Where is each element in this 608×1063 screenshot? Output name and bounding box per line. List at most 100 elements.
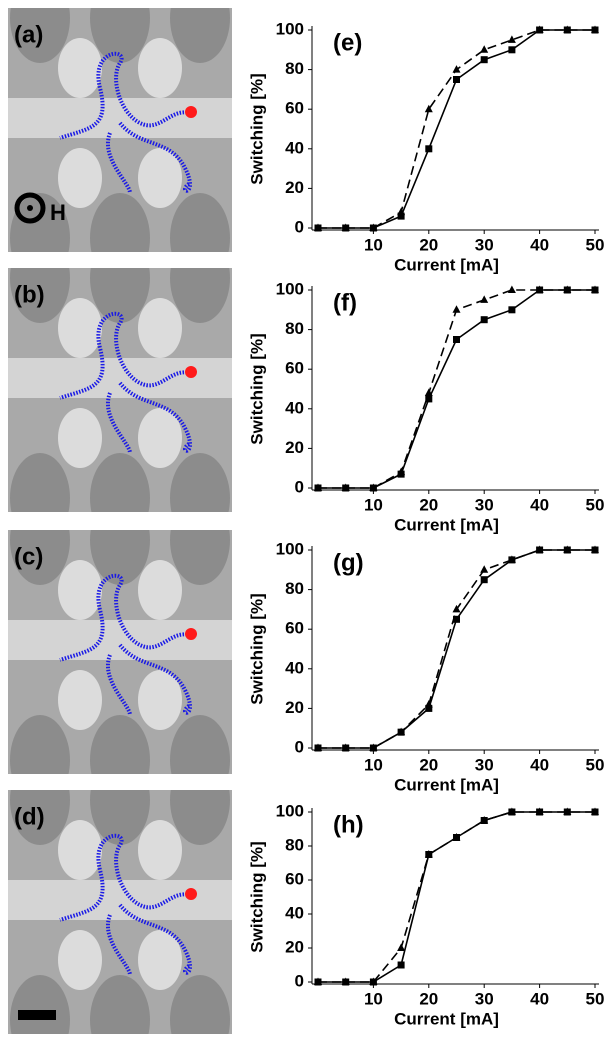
panel-label: (e)	[333, 29, 362, 56]
marker	[424, 850, 433, 858]
x-tick-label: 10	[364, 235, 383, 254]
marker	[480, 295, 489, 303]
series-line	[318, 29, 595, 229]
y-tick-label: 100	[276, 801, 304, 820]
island	[170, 790, 230, 845]
marker	[452, 604, 461, 613]
island	[170, 268, 230, 323]
panel-label: (f)	[333, 289, 357, 316]
y-tick-label: 40	[285, 903, 304, 922]
marker	[425, 395, 433, 403]
y-tick-label: 60	[285, 359, 304, 378]
y-tick-label: 80	[285, 835, 304, 854]
panel-label: (h)	[333, 811, 364, 838]
y-tick-label: 60	[285, 99, 304, 118]
marker	[425, 704, 433, 712]
marker	[535, 807, 544, 815]
marker	[425, 145, 433, 153]
gap	[138, 560, 182, 620]
panel-label: (c)	[14, 543, 43, 570]
light-band	[8, 880, 232, 920]
gap	[138, 38, 182, 98]
x-axis-label: Current [mA]	[394, 515, 499, 534]
x-tick-label: 10	[364, 755, 383, 774]
marker	[369, 977, 378, 985]
x-tick-label: 30	[475, 235, 494, 254]
x-tick-label: 40	[530, 989, 549, 1008]
panel-label: (g)	[333, 549, 364, 576]
y-tick-label: 20	[285, 937, 304, 956]
x-axis-label: Current [mA]	[394, 255, 499, 274]
marker	[341, 483, 350, 491]
gap	[58, 820, 102, 880]
y-tick-label: 0	[295, 477, 304, 496]
y-tick-label: 80	[285, 319, 304, 338]
island	[170, 8, 230, 63]
island	[170, 715, 230, 774]
island	[170, 453, 230, 512]
island	[10, 193, 70, 252]
gap	[138, 148, 182, 208]
y-tick-label: 60	[285, 619, 304, 638]
marker	[314, 977, 322, 985]
y-tick-label: 20	[285, 178, 304, 197]
x-tick-label: 50	[586, 235, 605, 254]
marker	[453, 336, 460, 343]
gap	[58, 148, 102, 208]
scale-bar	[18, 1010, 56, 1020]
marker	[314, 743, 322, 751]
marker	[397, 943, 406, 951]
marker	[314, 223, 322, 231]
y-tick-label: 0	[295, 737, 304, 756]
island	[90, 193, 150, 252]
series-line	[318, 29, 595, 229]
island	[90, 975, 150, 1034]
island	[10, 8, 70, 63]
marker	[591, 807, 599, 815]
marker	[563, 285, 572, 293]
marker	[508, 306, 516, 314]
start-dot	[185, 888, 197, 900]
y-tick-label: 0	[295, 971, 304, 990]
island	[90, 790, 150, 845]
x-tick-label: 50	[586, 989, 605, 1008]
marker	[424, 699, 433, 708]
marker	[424, 104, 433, 113]
y-tick-label: 80	[285, 579, 304, 598]
x-tick-label: 50	[586, 495, 605, 514]
x-tick-label: 40	[530, 235, 549, 254]
start-dot	[185, 106, 197, 118]
gap	[58, 930, 102, 990]
y-tick-label: 40	[285, 658, 304, 677]
marker	[452, 65, 461, 73]
marker	[369, 483, 378, 491]
light-band	[8, 620, 232, 660]
trajectory	[59, 51, 192, 194]
marker	[452, 833, 461, 841]
gap	[138, 298, 182, 358]
marker	[397, 207, 406, 216]
series-line	[318, 289, 595, 489]
island	[170, 193, 230, 252]
marker	[507, 555, 516, 563]
y-axis-label: Switching [%]	[247, 73, 266, 184]
marker	[397, 961, 405, 969]
field-icon	[14, 192, 46, 224]
x-tick-label: 20	[419, 989, 438, 1008]
marker	[508, 46, 516, 54]
y-tick-label: 100	[276, 19, 304, 38]
field-label: H	[50, 200, 66, 225]
x-tick-label: 50	[586, 755, 605, 774]
marker	[507, 35, 516, 43]
gap	[58, 38, 102, 98]
marker	[535, 25, 544, 33]
marker	[480, 576, 488, 584]
island	[90, 715, 150, 774]
panel-label: (b)	[14, 281, 45, 308]
y-tick-label: 60	[285, 869, 304, 888]
island	[10, 790, 70, 845]
x-axis-label: Current [mA]	[394, 1009, 499, 1028]
island	[90, 453, 150, 512]
gap	[58, 408, 102, 468]
marker	[563, 807, 572, 815]
